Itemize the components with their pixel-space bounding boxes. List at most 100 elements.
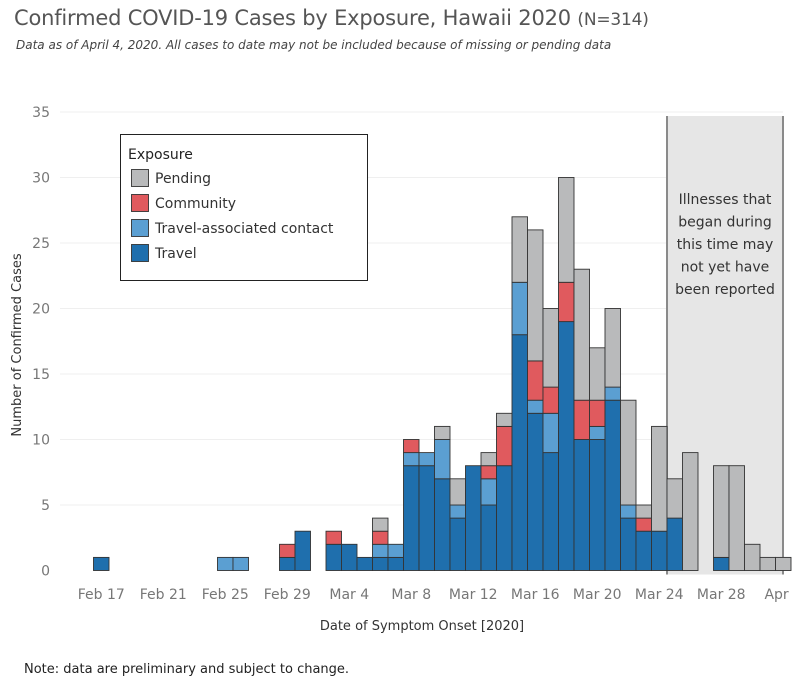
bar-segment-pending xyxy=(759,556,776,571)
bar-segment-pending xyxy=(558,177,575,283)
bar-segment-pending xyxy=(496,412,513,427)
bar-segment-travel-associated-contact xyxy=(542,412,559,454)
legend-swatch xyxy=(131,169,149,187)
bar-segment-travel-associated-contact xyxy=(232,556,249,571)
y-axis-title: Number of Confirmed Cases xyxy=(10,253,25,436)
shaded-region-note-line: Illnesses that xyxy=(679,192,772,208)
bar-segment-travel xyxy=(418,465,435,571)
shaded-region-note-line: began during xyxy=(678,215,771,231)
bar-segment-travel-associated-contact xyxy=(387,543,404,558)
x-tick-label: Feb 21 xyxy=(140,587,187,603)
bar-segment-travel xyxy=(356,556,373,571)
bar-segment-pending xyxy=(775,556,792,571)
x-tick-label: Mar 20 xyxy=(573,587,622,603)
y-tick-label: 35 xyxy=(32,105,50,121)
legend-label: Travel-associated contact xyxy=(154,221,334,237)
bar-segment-travel xyxy=(294,530,311,571)
bar-segment-travel-associated-contact xyxy=(418,452,435,467)
bar-segment-community xyxy=(372,530,389,545)
bar-segment-travel xyxy=(279,556,296,571)
bar-segment-travel-associated-contact xyxy=(589,425,606,440)
bar-segment-travel-associated-contact xyxy=(434,439,451,480)
bar-segment-pending xyxy=(604,308,621,388)
bar-segment-community xyxy=(325,530,342,545)
bar-segment-travel xyxy=(620,517,637,571)
bar-segment-travel-associated-contact xyxy=(372,543,389,558)
bar-segment-community xyxy=(589,399,606,427)
x-tick-label: Feb 25 xyxy=(202,587,249,603)
bar-segment-pending xyxy=(573,268,590,401)
bar-segment-travel xyxy=(713,556,730,571)
x-axis-title: Date of Symptom Onset [2020] xyxy=(320,619,524,634)
bar-segment-travel xyxy=(403,465,420,571)
bar-segment-travel xyxy=(325,543,342,571)
x-axis-ticks: Feb 17 Feb 21 Feb 25 Feb 29 Mar 4 Mar 8 Mar 12… xyxy=(78,587,793,603)
bar-segment-travel-associated-contact xyxy=(217,556,234,571)
bar-segment-travel xyxy=(93,556,110,571)
y-tick-label: 10 xyxy=(32,433,50,449)
y-tick-label: 15 xyxy=(32,367,50,383)
bar-segment-pending xyxy=(511,216,528,283)
legend: Exposure Pending Community Travel-associate… xyxy=(120,134,368,281)
y-tick-label: 20 xyxy=(32,302,50,318)
x-tick-label: Mar 8 xyxy=(391,587,431,603)
bar-segment-pending xyxy=(589,347,606,401)
bar-segment-community xyxy=(542,386,559,414)
shaded-region-note-line: not yet have xyxy=(681,260,770,276)
x-tick-label: Mar 24 xyxy=(635,587,684,603)
x-tick-label: Mar 4 xyxy=(329,587,369,603)
bar-segment-travel xyxy=(372,556,389,571)
bar-segment-travel xyxy=(666,517,683,571)
bar-segment-community xyxy=(527,360,544,401)
gridlines xyxy=(60,111,783,506)
bar-segment-travel-associated-contact xyxy=(604,386,621,401)
x-tick-label: Feb 17 xyxy=(78,587,125,603)
bar-segment-pending xyxy=(527,229,544,362)
bar-segment-travel xyxy=(589,439,606,571)
chart-title-count: (N=314) xyxy=(577,10,649,30)
bar-segment-pending xyxy=(480,452,497,467)
bar-segment-travel xyxy=(434,478,451,571)
y-tick-label: 0 xyxy=(41,564,50,580)
bar-segment-community xyxy=(403,439,420,454)
bar-segment-travel xyxy=(511,334,528,571)
bar-segment-pending xyxy=(434,425,451,440)
legend-label: Community xyxy=(155,196,236,212)
bar-segment-travel-associated-contact xyxy=(403,452,420,467)
x-tick-label: Mar 16 xyxy=(511,587,560,603)
bar-segment-pending xyxy=(449,478,466,506)
bar-segment-pending xyxy=(682,452,699,571)
bar-segment-pending xyxy=(666,478,683,519)
bar-segment-community xyxy=(558,281,575,323)
bar-segment-pending xyxy=(635,504,652,519)
legend-label: Travel xyxy=(154,246,197,262)
bar-segment-pending xyxy=(372,517,389,532)
bar-segment-travel-associated-contact xyxy=(527,399,544,414)
legend-box xyxy=(120,134,368,281)
shaded-region-note-line: been reported xyxy=(675,282,775,298)
bar-segment-travel xyxy=(542,452,559,571)
x-tick-label: Mar 28 xyxy=(697,587,746,603)
x-tick-label: Mar 12 xyxy=(449,587,498,603)
bar-segment-community xyxy=(573,399,590,440)
y-tick-label: 5 xyxy=(41,498,50,514)
y-tick-label: 25 xyxy=(32,236,50,252)
shaded-region-note-line: this time may xyxy=(677,237,774,253)
x-tick-label: Feb 29 xyxy=(264,587,311,603)
bar-segment-travel xyxy=(527,412,544,571)
bar-segment-community xyxy=(279,543,296,558)
unreported-shaded-region: Illnesses that began during this time may n… xyxy=(666,116,784,575)
legend-swatch xyxy=(131,194,149,212)
bar-segment-travel xyxy=(651,530,668,571)
bar-segment-pending xyxy=(542,308,559,388)
bar-segment-travel-associated-contact xyxy=(511,281,528,336)
bar-segment-travel xyxy=(480,504,497,571)
bar-segment-pending xyxy=(713,465,730,558)
y-axis-ticks: 0 5 10 15 20 25 30 35 xyxy=(32,105,50,580)
bar-segment-travel xyxy=(449,517,466,571)
legend-swatch xyxy=(131,244,149,262)
bar-segment-travel-associated-contact xyxy=(480,478,497,506)
bar-segment-pending xyxy=(620,399,637,506)
bar-segment-travel xyxy=(604,399,621,571)
